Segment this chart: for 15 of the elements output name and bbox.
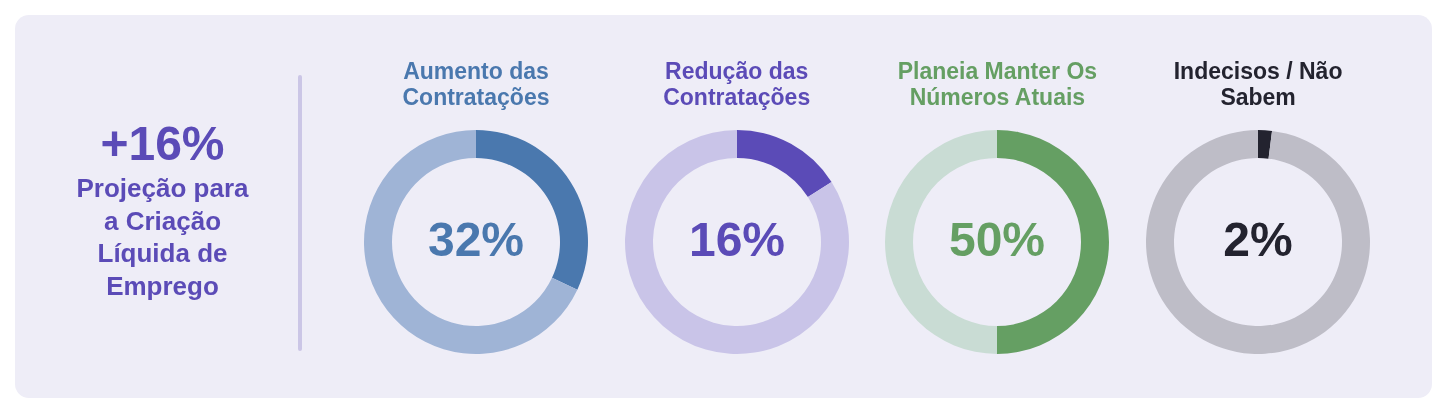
text: +16%	[99, 117, 226, 170]
data-label: 50%	[949, 213, 1046, 266]
donut-slice	[736, 130, 832, 197]
chart-title: Indecisos / Não Sabem	[1172, 58, 1344, 110]
chart-title: Planeia Manter Os Números Atuais	[896, 58, 1099, 110]
donut-slice	[364, 130, 578, 354]
donut-slice	[1146, 130, 1371, 354]
data-label: 16%	[688, 213, 785, 266]
donut-slice	[1258, 130, 1273, 159]
data-label: 32%	[427, 213, 525, 266]
chart-title: Aumento das Contratações	[401, 58, 551, 110]
data-label: 2%	[1223, 213, 1293, 266]
text: Projeção para a Criação Líquida de Emprego	[75, 172, 250, 302]
donut-slice	[624, 130, 849, 354]
chart-title: Redução das Contratações	[662, 58, 812, 110]
